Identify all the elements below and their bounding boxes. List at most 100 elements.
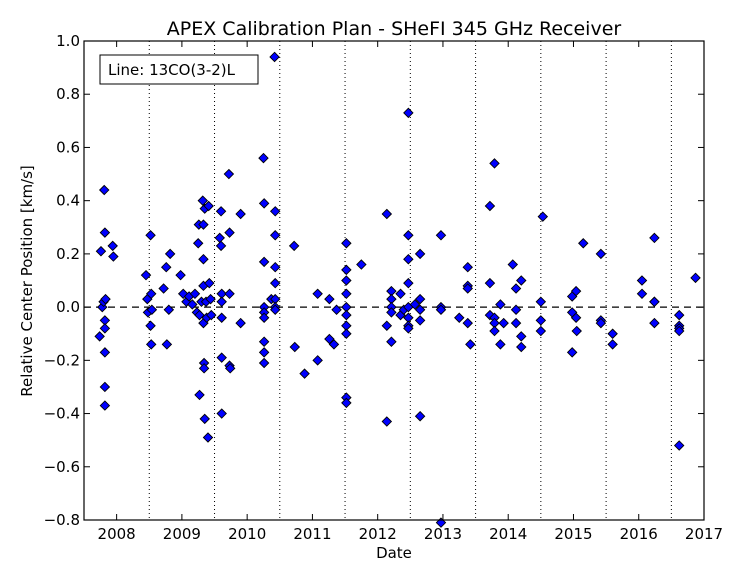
data-point	[607, 328, 618, 339]
data-point	[107, 240, 118, 252]
y-tick-label: 1.0	[56, 32, 80, 50]
data-point	[386, 307, 397, 318]
data-point	[258, 256, 270, 268]
x-tick-label: 2008	[98, 525, 136, 543]
data-point	[224, 363, 236, 374]
y-tick-label: 0.6	[56, 138, 80, 156]
y-tick-label: −0.6	[44, 458, 80, 476]
data-point	[258, 312, 270, 323]
data-point	[495, 299, 506, 310]
data-point	[570, 312, 582, 323]
data-point	[99, 227, 111, 238]
data-point	[204, 277, 215, 289]
legend: Line: 13CO(3-2)L	[99, 54, 259, 85]
x-tick-label: 2017	[685, 525, 723, 543]
data-point	[403, 253, 414, 265]
data-point	[97, 301, 108, 313]
data-point	[205, 293, 216, 305]
data-point	[495, 339, 506, 350]
data-point	[189, 288, 201, 300]
data-point	[673, 325, 685, 337]
y-tick-label: 0.2	[56, 245, 80, 263]
data-point	[414, 248, 426, 260]
data-points	[94, 51, 701, 528]
data-point	[289, 341, 301, 353]
data-point	[224, 288, 235, 300]
data-point	[99, 400, 111, 411]
data-point	[607, 339, 618, 350]
data-point	[194, 309, 205, 321]
x-tick-label: 2010	[228, 525, 266, 543]
data-point	[177, 288, 189, 300]
data-point	[140, 269, 152, 281]
data-point	[386, 336, 397, 347]
data-point	[194, 389, 205, 401]
data-point	[163, 304, 175, 316]
data-point	[570, 285, 582, 297]
data-point	[489, 325, 500, 337]
data-point	[197, 195, 209, 206]
plot-frame	[83, 40, 705, 521]
data-point	[484, 200, 496, 212]
data-point	[160, 261, 172, 273]
data-point	[187, 299, 198, 310]
data-point	[199, 413, 210, 425]
data-point	[516, 275, 527, 286]
data-point	[535, 296, 547, 308]
data-point	[269, 277, 281, 289]
data-point	[571, 325, 582, 337]
data-point	[258, 347, 270, 358]
data-point	[535, 325, 547, 337]
x-tick-label: 2015	[554, 525, 592, 543]
data-point	[414, 410, 426, 422]
data-point	[341, 264, 352, 276]
data-point	[636, 275, 648, 286]
y-tick-label: 0.0	[56, 298, 80, 316]
data-point	[108, 251, 119, 262]
data-point	[649, 317, 660, 329]
data-point	[258, 152, 269, 164]
data-point	[462, 283, 473, 294]
data-point	[258, 198, 270, 209]
data-point	[414, 315, 426, 326]
data-point	[435, 230, 447, 241]
y-tick-label: 0.8	[56, 85, 80, 103]
data-point	[510, 317, 522, 329]
data-point	[161, 339, 173, 350]
data-point	[414, 304, 426, 316]
data-point	[462, 261, 473, 273]
data-point	[269, 206, 281, 217]
data-point	[324, 293, 335, 305]
data-point	[216, 408, 227, 419]
data-point	[435, 517, 447, 528]
data-point	[465, 339, 476, 350]
data-point	[235, 208, 246, 220]
data-point	[328, 339, 340, 350]
data-point	[216, 312, 227, 323]
data-point	[203, 200, 214, 212]
data-point	[498, 317, 509, 329]
data-point	[341, 288, 352, 300]
data-point	[341, 328, 352, 339]
data-point	[215, 240, 227, 252]
data-point	[409, 299, 421, 310]
data-point	[341, 397, 352, 409]
data-point	[269, 230, 281, 241]
data-point	[269, 304, 281, 316]
legend-box	[99, 54, 259, 85]
data-point	[516, 331, 527, 342]
x-tick-label: 2012	[359, 525, 397, 543]
data-point	[341, 309, 352, 321]
data-point	[269, 261, 281, 273]
x-tick-label: 2013	[424, 525, 462, 543]
data-point	[636, 288, 648, 300]
data-point	[489, 158, 500, 169]
data-point	[381, 416, 393, 427]
data-point	[99, 347, 111, 358]
x-tick-label: 2009	[163, 525, 201, 543]
data-point	[403, 230, 414, 241]
data-point	[216, 296, 227, 308]
data-point	[510, 283, 522, 294]
data-point	[100, 293, 111, 305]
